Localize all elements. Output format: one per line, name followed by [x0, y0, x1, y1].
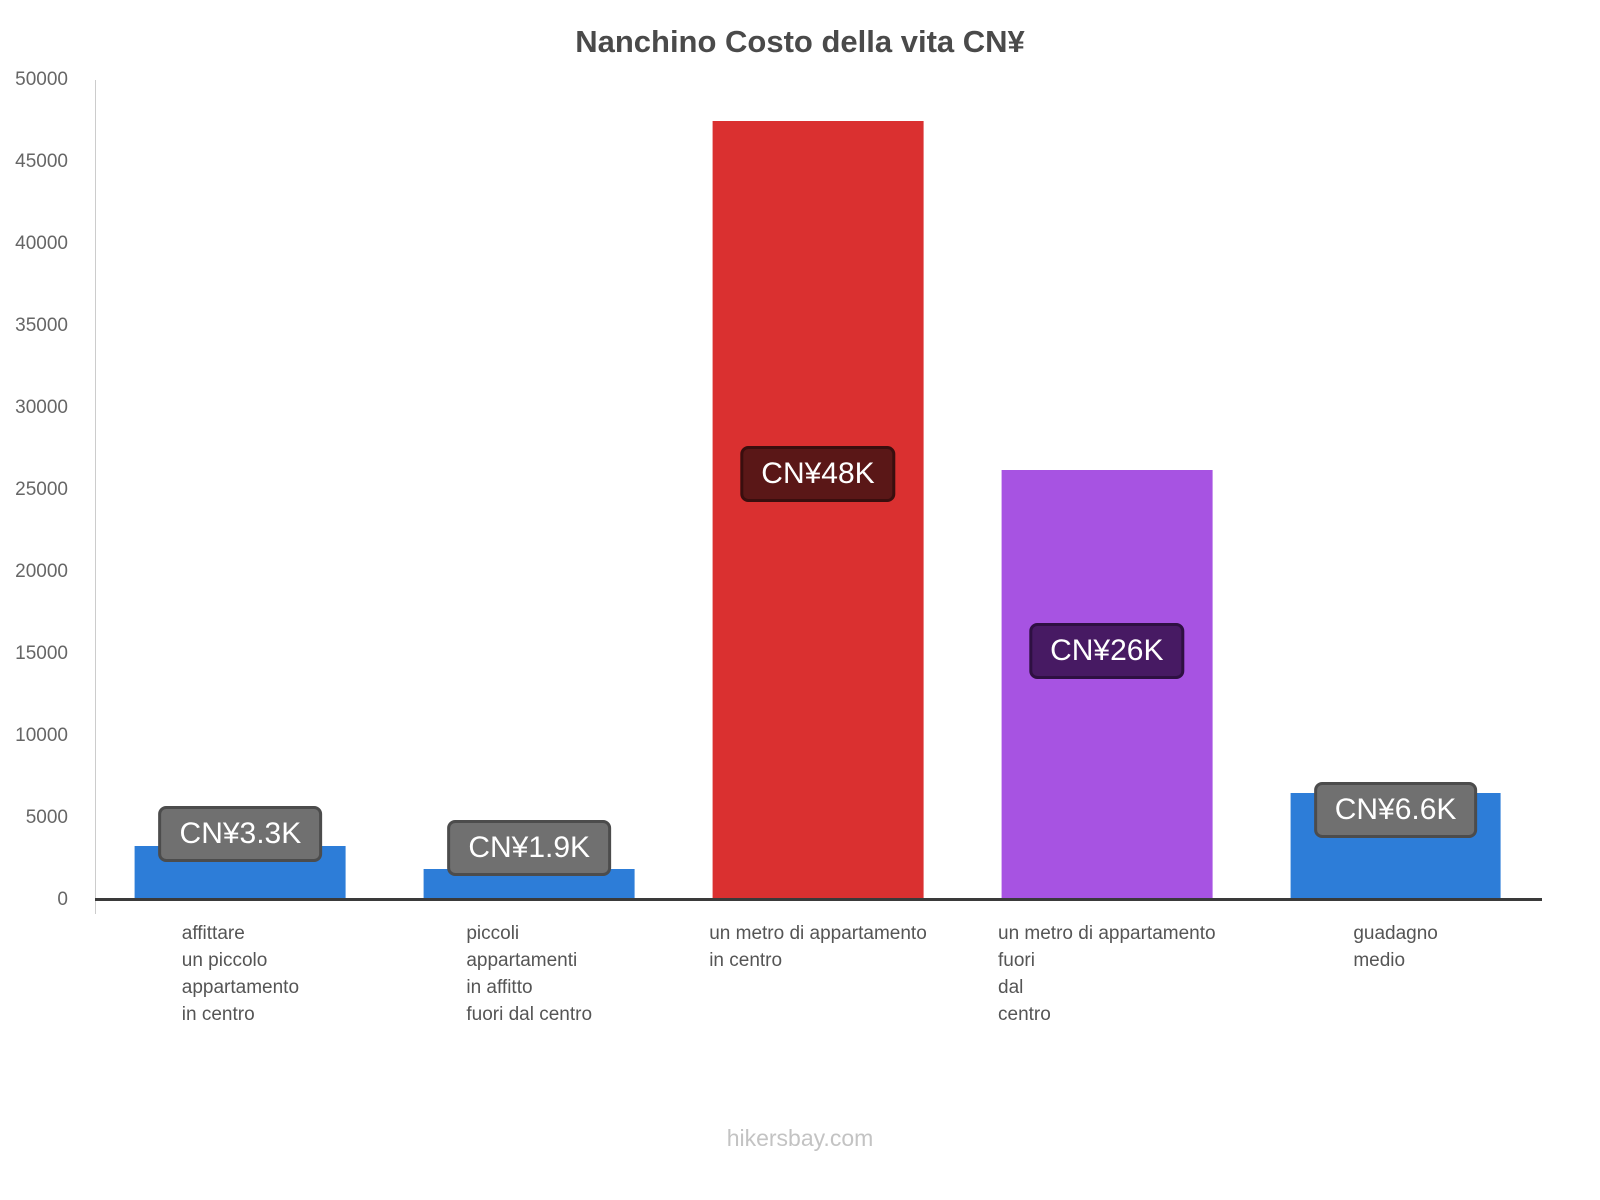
bar-value-label: CN¥48K	[740, 445, 896, 502]
bar-value-label: CN¥1.9K	[447, 819, 612, 876]
y-tick-label: 20000	[15, 561, 68, 582]
x-category-label: affittare un piccolo appartamento in cen…	[181, 923, 300, 1025]
y-tick-label: 25000	[15, 479, 68, 500]
bar-value-label: CN¥6.6K	[1313, 781, 1478, 838]
x-category-label: un metro di appartamento fuori dal centr…	[998, 923, 1216, 1025]
bar-3[interactable]	[712, 121, 924, 900]
x-category-label: guadagno medio	[1353, 923, 1438, 971]
y-tick-label: 0	[57, 889, 68, 910]
x-category-label: un metro di appartamento in centro	[709, 923, 927, 971]
x-axis-labels: affittare un piccolo appartamento in cen…	[96, 920, 1540, 1028]
y-tick-label: 45000	[15, 151, 68, 172]
bar-value-label: CN¥26K	[1029, 622, 1185, 679]
y-tick-label: 10000	[15, 725, 68, 746]
x-axis-line	[95, 898, 1542, 901]
y-tick-label: 30000	[15, 397, 68, 418]
y-tick-label: 40000	[15, 233, 68, 254]
bar-slot: CN¥6.6K	[1251, 80, 1540, 900]
y-axis-line	[95, 80, 96, 914]
bar-4[interactable]	[1001, 470, 1213, 900]
watermark: hikersbay.com	[726, 1125, 874, 1151]
y-tick-label: 35000	[15, 315, 68, 336]
chart-title: Nanchino Costo della vita CN¥	[575, 24, 1025, 59]
bar-slot: CN¥3.3K	[96, 80, 385, 900]
bar-value-label: CN¥3.3K	[158, 806, 323, 863]
plot-area: CN¥3.3K CN¥1.9K CN¥48K CN¥26K CN¥6.6K	[96, 80, 1540, 900]
bar-slot: CN¥26K	[962, 80, 1251, 900]
bar-slot: CN¥48K	[674, 80, 963, 900]
y-tick-label: 50000	[15, 69, 68, 90]
y-tick-label: 5000	[25, 807, 68, 828]
y-axis: 0 5000 10000 15000 20000 25000 30000 35000 40000…	[0, 69, 80, 910]
x-category-label: piccoli appartamenti in affitto fuori da…	[466, 923, 593, 1025]
y-tick-label: 15000	[15, 643, 68, 664]
bar-slot: CN¥1.9K	[385, 80, 674, 900]
bars-container: CN¥3.3K CN¥1.9K CN¥48K CN¥26K CN¥6.6K	[96, 80, 1540, 900]
